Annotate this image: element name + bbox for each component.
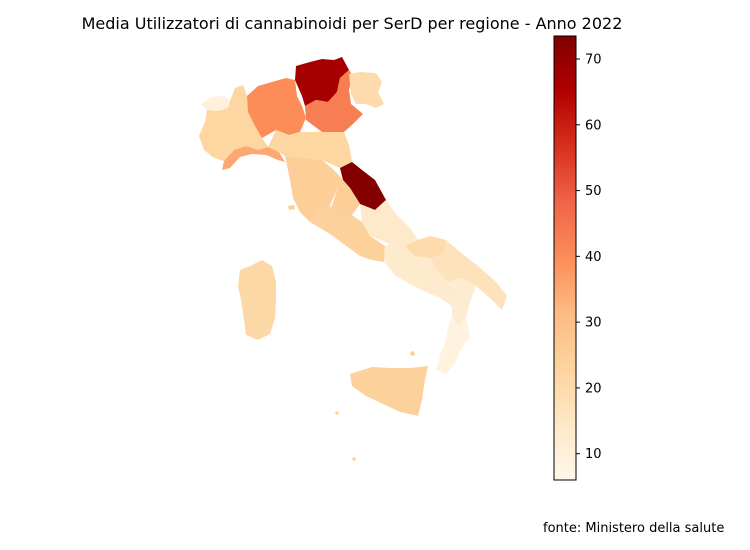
colorbar: 10 20 30 40 50 60 70: [553, 35, 602, 481]
colorbar-tick-label: 20: [585, 381, 602, 396]
colorbar-tick-label: 70: [585, 53, 602, 68]
region-molise: [405, 236, 446, 258]
region-sicilia: [350, 366, 428, 416]
region-lampedusa-island: [352, 457, 356, 461]
chart-title: Media Utilizzatori di cannabinoidi per S…: [82, 14, 623, 33]
colorbar-ticks: 10 20 30 40 50 60 70: [576, 53, 602, 462]
colorbar-tick-label: 30: [585, 316, 602, 331]
region-basilicata: [448, 278, 476, 326]
source-note: fonte: Ministero della salute: [543, 521, 724, 536]
region-sardegna: [238, 260, 276, 340]
region-valle-d-aosta: [201, 96, 230, 111]
region-piemonte: [199, 85, 268, 161]
italy-map: [199, 57, 507, 461]
region-friuli: [349, 72, 384, 108]
region-liguria: [222, 146, 285, 170]
region-toscana: [285, 156, 338, 222]
region-abruzzo: [360, 200, 418, 246]
colorbar-gradient: [553, 35, 577, 481]
region-emilia-romagna: [268, 130, 352, 168]
region-veneto: [305, 70, 363, 132]
region-stromboli-island: [410, 351, 415, 356]
colorbar-tick-label: 10: [585, 447, 602, 462]
region-elba-island: [288, 205, 295, 210]
region-marche: [340, 162, 386, 210]
region-umbria: [331, 170, 360, 218]
colorbar-tick-label: 50: [585, 184, 602, 199]
region-campania: [384, 244, 460, 306]
colorbar-tick-label: 60: [585, 118, 602, 133]
colorbar-tick-label: 40: [585, 250, 602, 265]
region-pantelleria-island: [335, 411, 339, 415]
region-puglia: [430, 240, 507, 310]
region-calabria: [436, 316, 470, 374]
region-lombardia: [247, 78, 306, 138]
region-trentino: [295, 57, 349, 106]
region-lazio: [310, 205, 385, 262]
